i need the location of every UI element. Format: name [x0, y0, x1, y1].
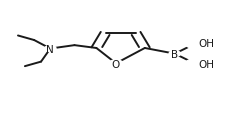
Text: OH: OH [198, 39, 213, 49]
Circle shape [109, 60, 122, 67]
Text: B: B [170, 49, 178, 59]
Text: OH: OH [198, 59, 213, 69]
Text: N: N [46, 44, 54, 54]
Circle shape [44, 46, 56, 52]
Circle shape [168, 51, 180, 57]
Circle shape [184, 59, 205, 69]
Text: O: O [111, 59, 120, 69]
Circle shape [184, 39, 205, 49]
